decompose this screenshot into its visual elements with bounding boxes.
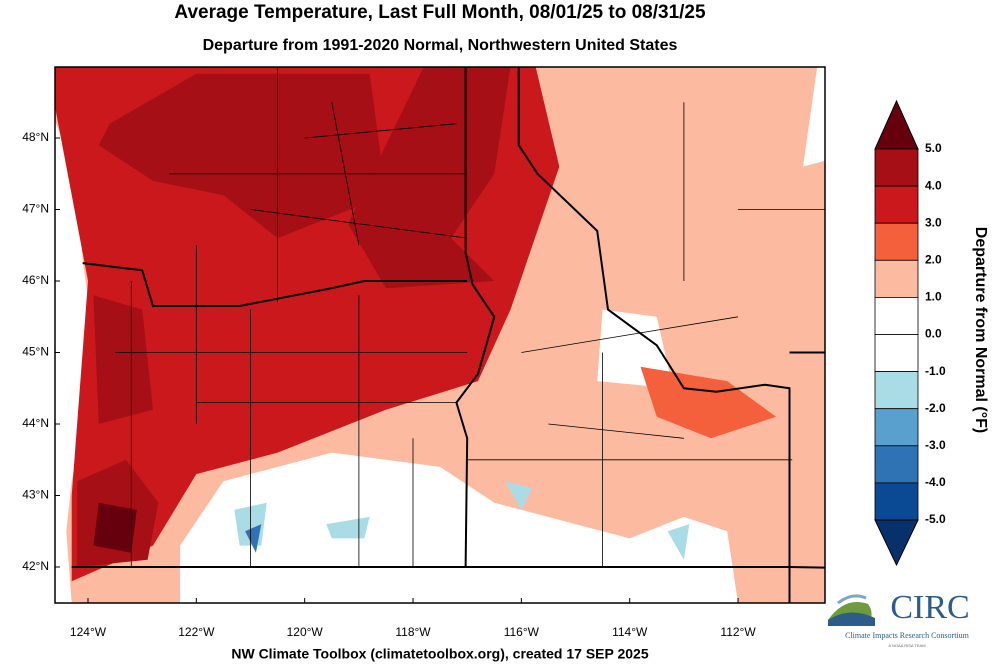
logo-hill — [828, 612, 875, 626]
state-border — [455, 67, 496, 568]
state-border — [517, 67, 791, 603]
cold — [245, 524, 262, 553]
very-warm — [98, 73, 386, 239]
colorbar-bin — [874, 259, 919, 298]
lat-tick-label: 46°N — [22, 273, 49, 287]
colorbar-bin — [874, 408, 919, 447]
colorbar-bin — [874, 371, 919, 410]
colorbar-label: 3.0 — [925, 215, 942, 229]
colorbar-bin — [874, 482, 919, 521]
colorbar-label: -4.0 — [925, 475, 946, 489]
county-border — [521, 316, 739, 353]
colorbar-triangle — [874, 519, 919, 567]
map-frame — [54, 66, 826, 604]
colorbar-triangle — [874, 99, 919, 150]
county-border — [304, 123, 457, 139]
lat-tick-label: 47°N — [22, 202, 49, 216]
colorbar-bin — [874, 222, 919, 261]
colorbar-title: Departure from Normal (°F) — [972, 227, 989, 433]
state-border — [82, 262, 468, 307]
title: Average Temperature, Last Full Month, 08… — [174, 2, 706, 23]
logo-name: CIRC — [890, 589, 969, 626]
lon-tick-label: 112°W — [720, 625, 756, 639]
lat-tick-label: 42°N — [22, 559, 49, 573]
colorbar-bin — [874, 334, 919, 372]
colorbar-label: 1.0 — [925, 290, 942, 304]
lon-tick-label: 124°W — [70, 625, 107, 639]
colorbar-label: -2.0 — [925, 401, 946, 415]
subtitle: Departure from 1991-2020 Normal, Northwe… — [203, 37, 678, 54]
lat-tick-label: 44°N — [22, 416, 49, 430]
cool — [505, 481, 533, 510]
lon-tick-label: 116°W — [504, 625, 540, 639]
colorbar-bin — [874, 445, 919, 484]
colorbar-bin — [874, 296, 919, 335]
extreme — [93, 502, 137, 553]
logo-arc — [837, 594, 867, 605]
logo-tagline: A NOAA RISA TEAM — [888, 643, 925, 648]
logo: CIRC Climate Impacts Research Consortium… — [828, 589, 970, 648]
lon-tick-label: 122°W — [178, 625, 215, 639]
lat-tick-label: 43°N — [22, 488, 49, 502]
lon-tick-label: 114°W — [612, 625, 648, 639]
near-normal — [803, 67, 825, 167]
colorbar-label: -3.0 — [925, 438, 946, 452]
near-normal — [180, 452, 739, 603]
colorbar-label: 0.0 — [925, 327, 942, 341]
very-warm — [93, 295, 153, 424]
colorbar-bin — [874, 148, 919, 187]
colorbar-label: 4.0 — [925, 178, 942, 192]
cool — [667, 524, 690, 560]
colorbar-label: 2.0 — [925, 252, 942, 266]
ocean — [55, 121, 91, 603]
lon-tick-label: 118°W — [395, 625, 431, 639]
colorbar-bin — [874, 185, 919, 224]
near-normal — [597, 309, 673, 389]
lat-tick-label: 48°N — [22, 130, 49, 144]
map: 48°N 47°N 46°N 45°N 44°N 43°N 42°N 124°W 122°W 12… — [22, 66, 826, 639]
logo-full-name: Climate Impacts Research Consortium — [845, 631, 970, 640]
very-warm — [348, 67, 511, 289]
colorbar-label: -5.0 — [925, 512, 946, 526]
colorbar: 5.0 4.0 3.0 2.0 1.0 0.0 -1.0 -2.0 -3.0 -4.0 -5.0 De… — [874, 99, 989, 567]
warm — [640, 366, 776, 439]
lon-tick-label: 120°W — [287, 625, 324, 639]
colorbar-label: -1.0 — [925, 364, 946, 378]
colorbar-label: 5.0 — [925, 141, 942, 155]
map-body — [55, 67, 825, 603]
county-border — [548, 423, 684, 439]
footer: NW Climate Toolbox (climatetoolbox.org),… — [231, 646, 648, 662]
lat-tick-label: 45°N — [22, 345, 49, 359]
county-border — [250, 209, 468, 239]
